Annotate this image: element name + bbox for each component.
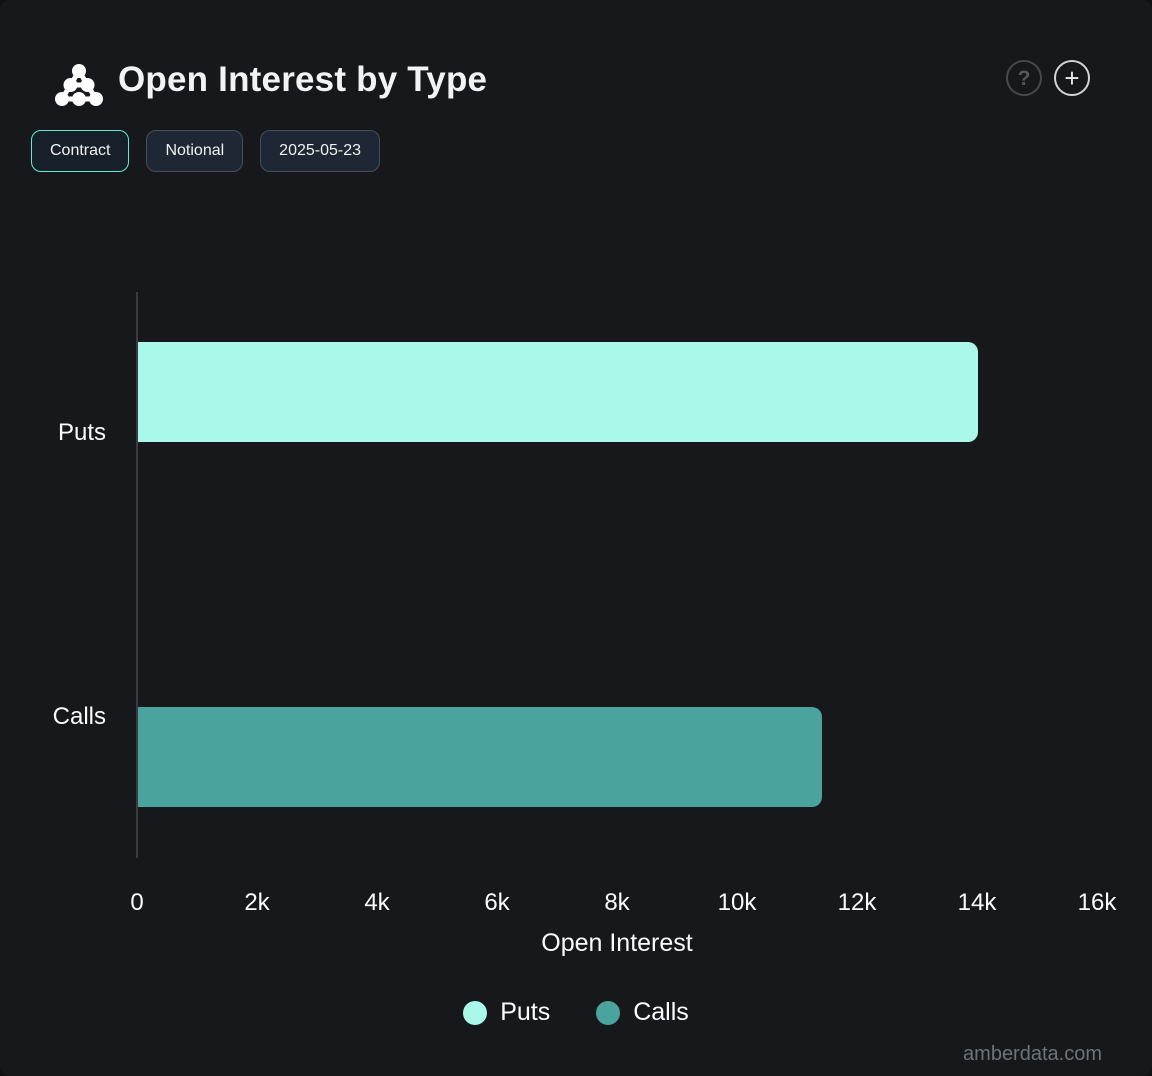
bar-puts[interactable] bbox=[138, 342, 978, 442]
add-icon[interactable]: + bbox=[1054, 60, 1090, 96]
x-axis-title: Open Interest bbox=[541, 929, 693, 957]
x-tick-label-8k: 8k bbox=[604, 889, 630, 916]
legend-label: Calls bbox=[633, 998, 689, 1026]
x-tick-label-14k: 14k bbox=[957, 889, 997, 916]
help-icon[interactable]: ? bbox=[1006, 60, 1042, 96]
pill-button-notional[interactable]: Notional bbox=[146, 130, 244, 172]
legend-item-puts[interactable]: Puts bbox=[463, 998, 550, 1027]
widget-header: Open Interest by Type ? + bbox=[0, 0, 1152, 120]
bar-calls[interactable] bbox=[138, 707, 822, 807]
x-tick-label-12k: 12k bbox=[837, 889, 877, 916]
legend-label: Puts bbox=[500, 998, 551, 1026]
watermark: amberdata.com bbox=[963, 1043, 1102, 1065]
x-tick-label-10k: 10k bbox=[717, 889, 757, 916]
x-tick-label-4k: 4k bbox=[364, 889, 390, 916]
x-tick-label-2k: 2k bbox=[244, 889, 270, 916]
toolbar: Contract Notional 2025-05-23 bbox=[31, 130, 381, 172]
legend: Puts Calls bbox=[0, 998, 1152, 1027]
x-tick-label-0: 0 bbox=[130, 889, 144, 916]
legend-swatch-calls bbox=[596, 1000, 621, 1025]
y-category-label-puts: Puts bbox=[57, 419, 106, 446]
pill-button-contract[interactable]: Contract bbox=[31, 130, 130, 172]
add-glyph: + bbox=[1064, 63, 1080, 93]
y-category-label-calls: Calls bbox=[52, 703, 106, 730]
x-tick-label-6k: 6k bbox=[484, 889, 510, 916]
legend-item-calls[interactable]: Calls bbox=[596, 998, 689, 1027]
amberdata-logo-icon bbox=[55, 64, 103, 106]
y-axis-line bbox=[136, 292, 138, 858]
help-glyph: ? bbox=[1017, 66, 1031, 90]
legend-swatch-puts bbox=[463, 1000, 488, 1025]
x-tick-label-16k: 16k bbox=[1077, 889, 1117, 916]
page-title: Open Interest by Type bbox=[118, 60, 488, 99]
pill-button-2025-05-23[interactable]: 2025-05-23 bbox=[260, 130, 381, 172]
